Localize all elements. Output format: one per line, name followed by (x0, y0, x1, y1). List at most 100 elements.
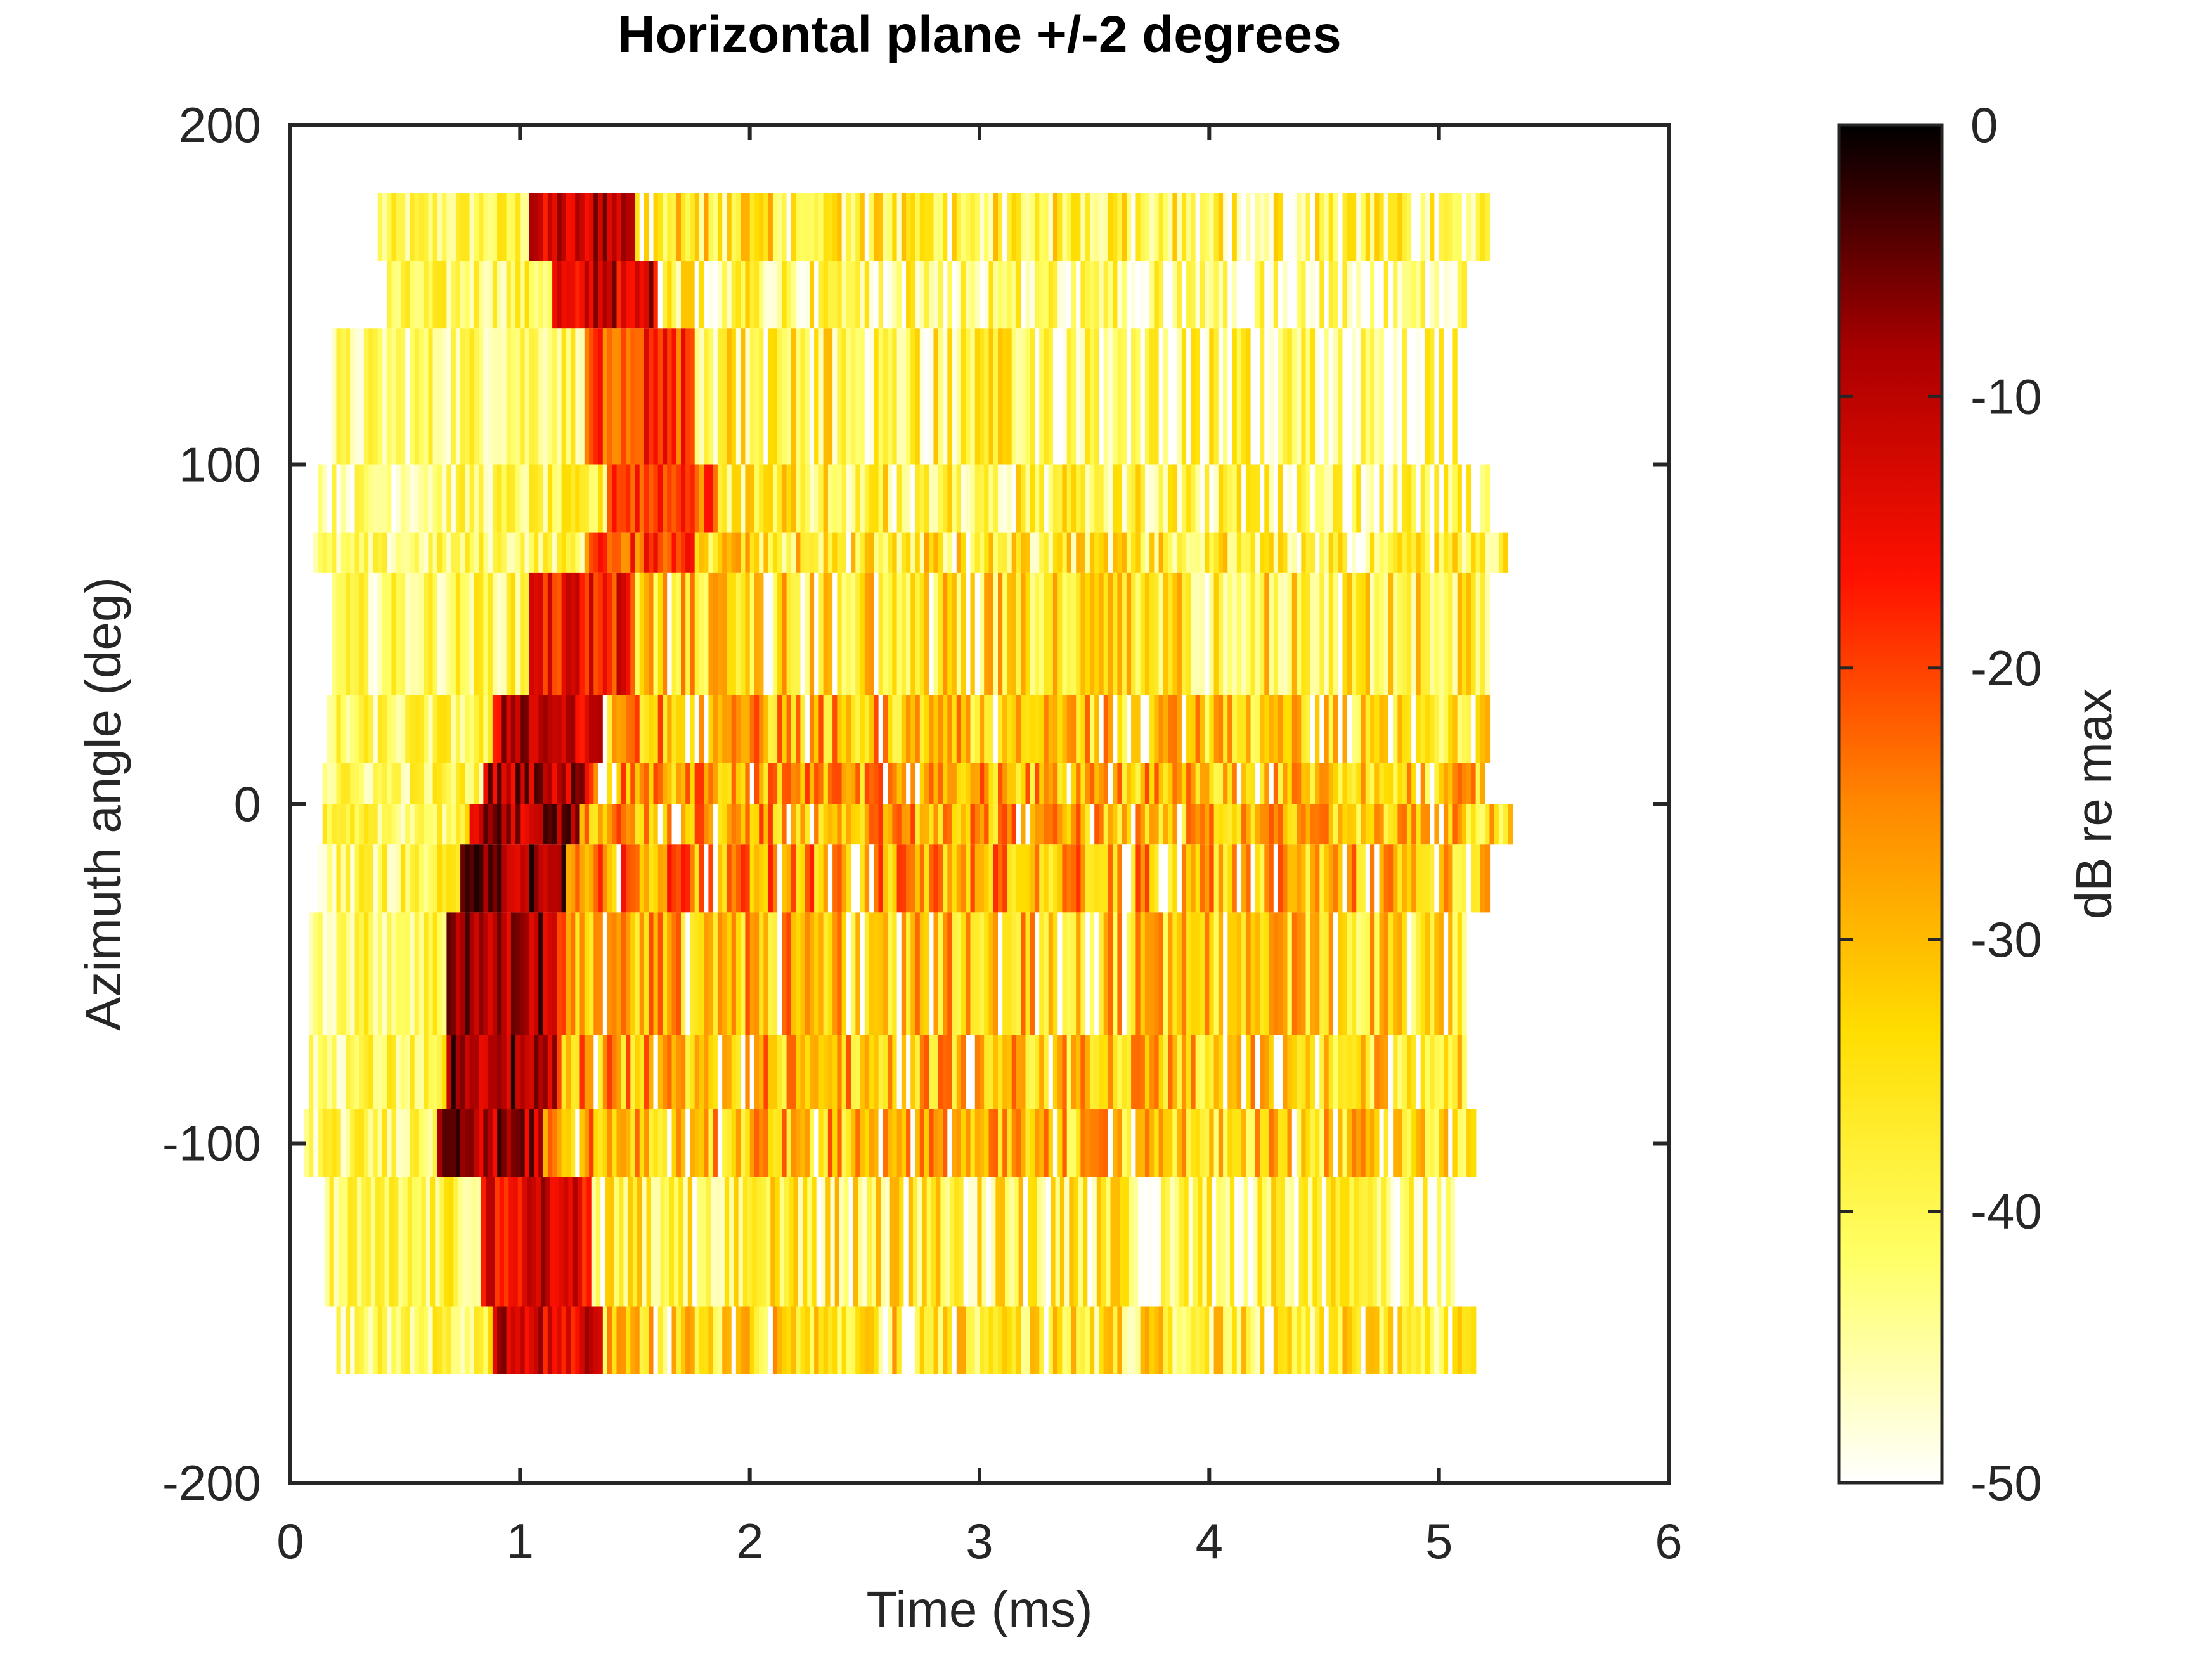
heatmap-cell (1142, 1177, 1148, 1307)
heatmap-cell (1278, 912, 1283, 1035)
heatmap-cell (1191, 532, 1196, 573)
heatmap-cell (1209, 763, 1215, 804)
heatmap-cell (1439, 1035, 1444, 1109)
heatmap-cell (851, 261, 857, 329)
heatmap-cell (1048, 572, 1054, 695)
heatmap-cell (1057, 763, 1063, 804)
heatmap-cell (1365, 844, 1371, 913)
heatmap-cell (327, 695, 332, 763)
heatmap-cell (354, 844, 360, 913)
heatmap-cell (694, 1306, 700, 1374)
heatmap-cell (741, 572, 746, 695)
heatmap-cell (579, 464, 585, 533)
heatmap-cell (1154, 844, 1160, 913)
heatmap-cell (841, 1109, 847, 1177)
heatmap-cell (1452, 695, 1458, 763)
heatmap-cell (465, 261, 470, 329)
heatmap-cell (1021, 844, 1026, 913)
heatmap-cell (970, 763, 976, 804)
heatmap-cell (966, 763, 971, 804)
heatmap-cell (412, 1177, 417, 1307)
heatmap-cell (791, 1035, 796, 1109)
heatmap-cell (1250, 1109, 1256, 1177)
heatmap-cell (1328, 1109, 1334, 1177)
heatmap-cell (602, 763, 608, 804)
heatmap-cell (1066, 328, 1072, 465)
heatmap-cell (947, 1306, 953, 1374)
heatmap-cell (1370, 763, 1375, 804)
heatmap-cell (1255, 261, 1260, 329)
heatmap-cell (1227, 804, 1233, 845)
heatmap-cell (387, 695, 392, 763)
heatmap-cell (855, 1035, 861, 1109)
heatmap-cell (557, 844, 562, 913)
heatmap-cell (524, 763, 530, 804)
heatmap-cell (616, 193, 622, 261)
heatmap-cell (1140, 261, 1146, 329)
heatmap-cell (582, 1177, 588, 1307)
heatmap-cell (442, 844, 448, 913)
heatmap-cell (924, 572, 929, 695)
heatmap-cell (1393, 572, 1399, 695)
heatmap-cell (1321, 1177, 1327, 1307)
heatmap-cell (1291, 193, 1297, 261)
heatmap-cell (878, 804, 884, 845)
heatmap-cell (713, 328, 718, 465)
heatmap-cell (1264, 261, 1270, 329)
heatmap-cell (1025, 328, 1031, 465)
heatmap-cell (1310, 1306, 1316, 1374)
heatmap-cell (657, 572, 663, 695)
heatmap-cell (1406, 804, 1412, 845)
heatmap-cell (1241, 804, 1247, 845)
heatmap-cell (642, 1177, 647, 1307)
heatmap-cell (956, 695, 962, 763)
heatmap-cell (552, 804, 558, 845)
heatmap-cell (575, 1035, 581, 1109)
heatmap-cell (340, 1035, 346, 1109)
heatmap-cell (1370, 844, 1375, 913)
heatmap-cell (933, 328, 939, 465)
heatmap-cell (543, 1306, 548, 1374)
heatmap-cell (579, 532, 585, 573)
heatmap-cell (1324, 912, 1329, 1035)
heatmap-cell (1099, 572, 1104, 695)
x-tick-label: 5 (1425, 1513, 1452, 1569)
heatmap-cell (1103, 1035, 1109, 1109)
heatmap-cell (1002, 804, 1008, 845)
heatmap-cell (963, 1177, 969, 1307)
heatmap-cell (621, 532, 626, 573)
heatmap-cell (506, 912, 512, 1035)
heatmap-cell (483, 532, 489, 573)
heatmap-cell (520, 261, 526, 329)
heatmap-cell (635, 193, 640, 261)
heatmap-cell (598, 532, 604, 573)
heatmap-cell (1361, 193, 1366, 261)
heatmap-cell (1039, 804, 1045, 845)
heatmap-cell (1089, 193, 1095, 261)
heatmap-cell (1085, 763, 1090, 804)
heatmap-cell (354, 572, 360, 695)
heatmap-cell (414, 912, 420, 1035)
heatmap-cell (635, 464, 640, 533)
heatmap-cell (1471, 844, 1477, 913)
heatmap-cell (1305, 572, 1311, 695)
heatmap-cell (1466, 464, 1472, 533)
heatmap-cell (1218, 328, 1224, 465)
heatmap-cell (575, 763, 581, 804)
heatmap-cell (892, 804, 898, 845)
heatmap-cell (1158, 464, 1164, 533)
heatmap-cell (1241, 572, 1247, 695)
heatmap-cell (1099, 193, 1104, 261)
heatmap-cell (791, 328, 796, 465)
heatmap-cell (1089, 844, 1095, 913)
heatmap-cell (1108, 1306, 1113, 1374)
heatmap-cell (800, 844, 806, 913)
heatmap-cell (851, 193, 857, 261)
heatmap-cell (540, 1177, 546, 1307)
heatmap-cell (571, 193, 576, 261)
heatmap-cell (796, 261, 801, 329)
heatmap-cell (449, 1177, 454, 1307)
heatmap-cell (1457, 844, 1463, 913)
heatmap-cell (1430, 912, 1435, 1035)
heatmap-cell (1439, 261, 1444, 329)
